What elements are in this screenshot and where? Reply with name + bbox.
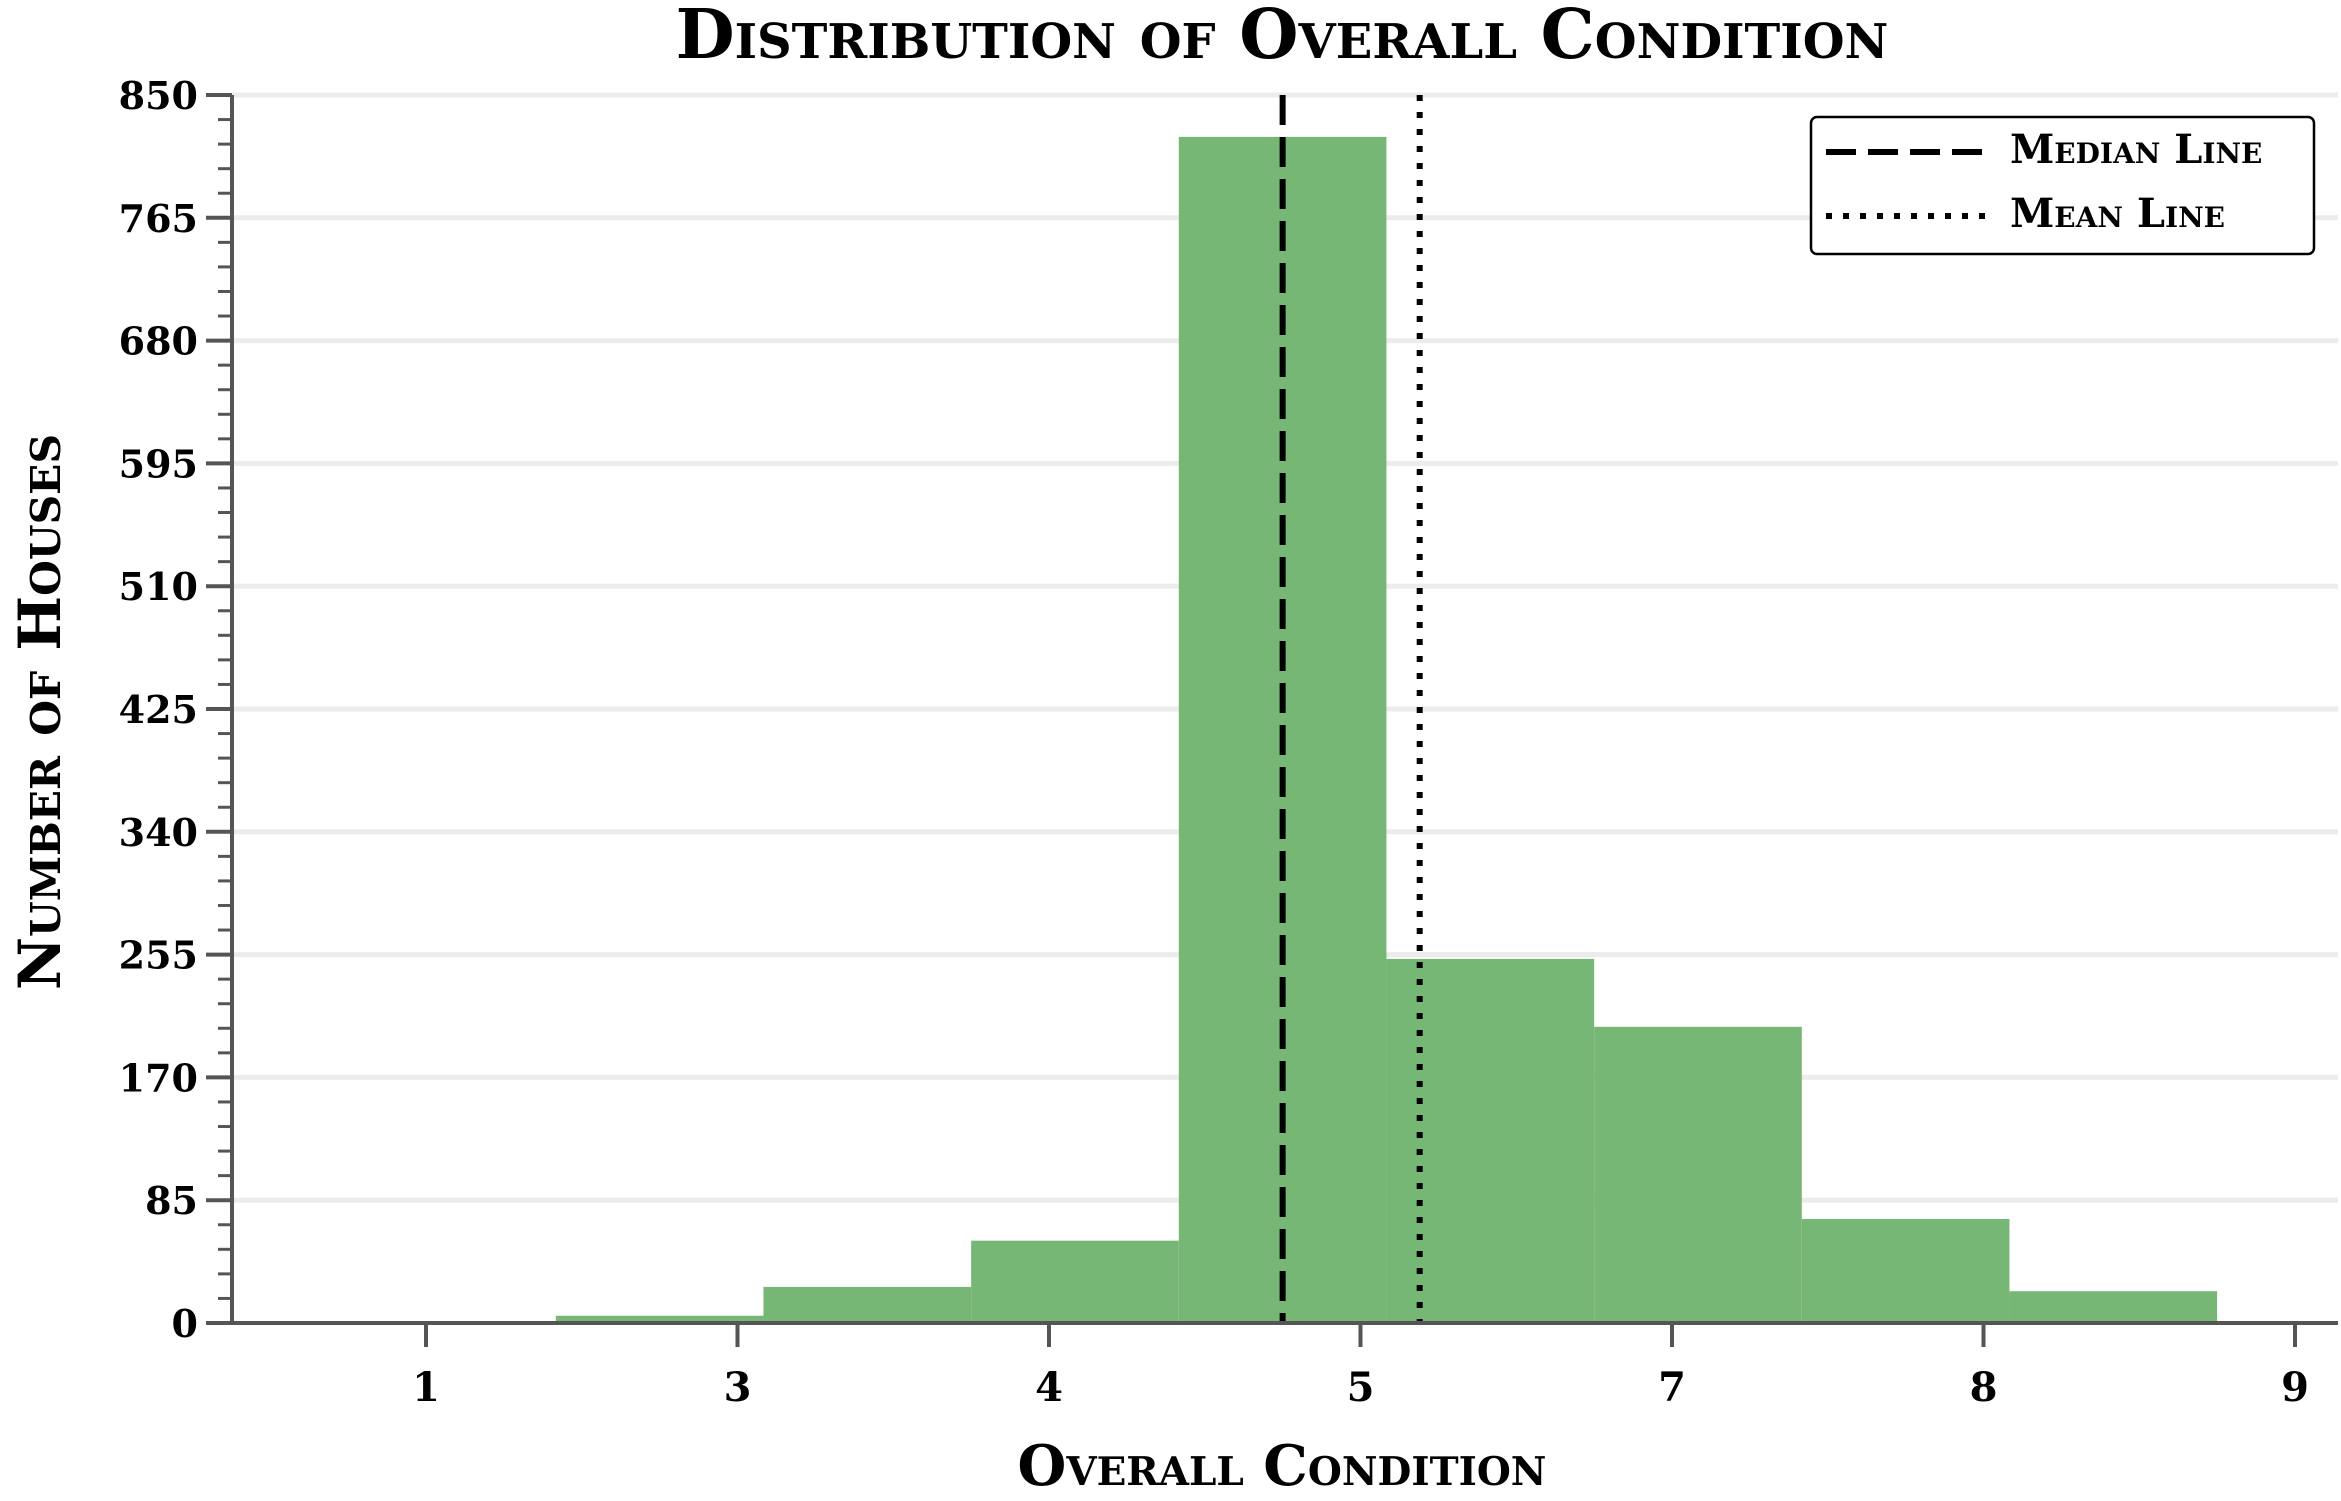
x-tick-label-3: 5: [1347, 1364, 1375, 1411]
bar-5: [1386, 958, 1595, 1323]
axes: 0 85 170 255 340 425 510 595 680 765 850 1 3 4 5 7 8 9: [119, 73, 2338, 1411]
y-tick-label-5: 425: [119, 687, 198, 732]
y-tick-label-6: 510: [119, 564, 198, 609]
bar-8: [2009, 1291, 2218, 1323]
x-tick-label-6: 9: [2281, 1364, 2309, 1411]
x-tick-label-5: 8: [1970, 1364, 1998, 1411]
x-tick-label-0: 1: [412, 1364, 440, 1411]
chart-title: Distribution of Overall Condition: [676, 0, 1889, 75]
y-tick-label-2: 170: [119, 1055, 198, 1100]
bar-3: [971, 1240, 1179, 1323]
bar-1: [555, 1315, 764, 1323]
bar-7: [1801, 1218, 2010, 1323]
bar-6: [1594, 1026, 1802, 1323]
bar-2: [763, 1286, 972, 1323]
y-tick-label-0: 0: [172, 1301, 198, 1346]
legend: Median Line Mean Line: [1809, 115, 2316, 256]
x-tick-label-2: 4: [1035, 1364, 1063, 1411]
legend-median-label: Median Line: [2010, 126, 2262, 173]
y-tick-label-10: 850: [119, 73, 198, 118]
x-tick-label-1: 3: [724, 1364, 752, 1411]
y-tick-label-9: 765: [119, 196, 198, 241]
legend-mean-label: Mean Line: [2010, 190, 2225, 237]
y-tick-label-7: 595: [119, 441, 198, 486]
y-tick-label-4: 340: [119, 810, 198, 855]
y-tick-label-8: 680: [119, 319, 198, 364]
x-axis-label: Overall Condition: [1018, 1433, 1547, 1499]
y-tick-label-1: 85: [145, 1178, 198, 1223]
y-axis-label: Number of Houses: [6, 434, 74, 990]
reference-lines: [1279, 95, 1423, 1323]
x-tick-label-4: 7: [1658, 1364, 1686, 1411]
y-tick-label-3: 255: [119, 933, 198, 978]
